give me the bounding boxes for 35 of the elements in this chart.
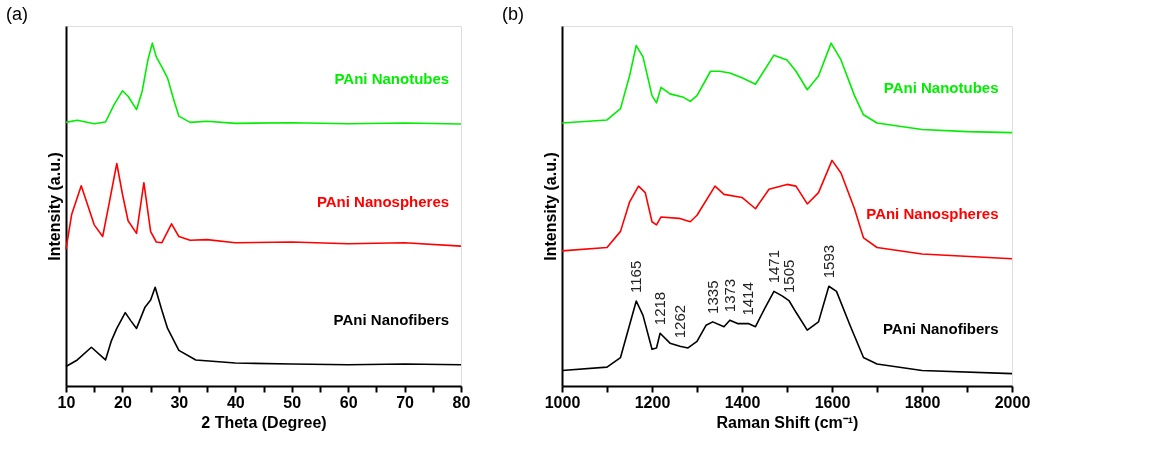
x-tick-label: 2000 <box>994 393 1031 411</box>
y-axis-title: Intensity (a.u.) <box>45 152 63 261</box>
x-tick-label: 40 <box>226 393 245 411</box>
annotation: 1593 <box>819 244 837 279</box>
x-tick-label: 20 <box>114 393 132 411</box>
text: PAni Nanofibers <box>333 311 450 329</box>
annotation: 1165 <box>627 260 645 293</box>
x-tick-label: 1000 <box>544 393 581 411</box>
y-axis-title: Intensity (a.u.) <box>541 152 559 261</box>
series-label: PAni Nanotubes <box>883 79 999 97</box>
x-tick-label: 60 <box>339 393 358 411</box>
chart-title: (a) <box>6 4 28 24</box>
annotation: 1373 <box>720 278 738 313</box>
x-tick-label: 1400 <box>724 393 761 411</box>
chart-title: (b) <box>502 4 524 24</box>
annotation: 1471 <box>764 250 782 284</box>
annotation: 1218 <box>651 291 669 326</box>
series-label: PAni Nanofibers <box>882 320 999 338</box>
x-tick-label: 1600 <box>814 393 851 411</box>
x-tick-label: 10 <box>57 393 76 411</box>
series-label: PAni Nanospheres <box>866 205 999 223</box>
x-axis-title: 2 Theta (Degree) <box>201 413 327 431</box>
x-axis-title: Raman Shift (cm⁻¹) <box>716 413 859 431</box>
x-tick-label: 1200 <box>634 393 671 411</box>
x-tick-label: 50 <box>283 393 302 411</box>
annotation: 1414 <box>739 282 757 316</box>
annotation: 1505 <box>780 259 798 293</box>
annotation: 1335 <box>703 280 721 314</box>
x-tick-label: 30 <box>170 393 189 411</box>
x-tick-label: 80 <box>452 393 471 411</box>
x-tick-label: 70 <box>396 393 415 411</box>
annotation: 1262 <box>670 304 688 339</box>
text: PAni Nanotubes <box>334 70 450 88</box>
text: PAni Nanospheres <box>316 192 450 210</box>
x-tick-label: 1800 <box>904 393 941 411</box>
